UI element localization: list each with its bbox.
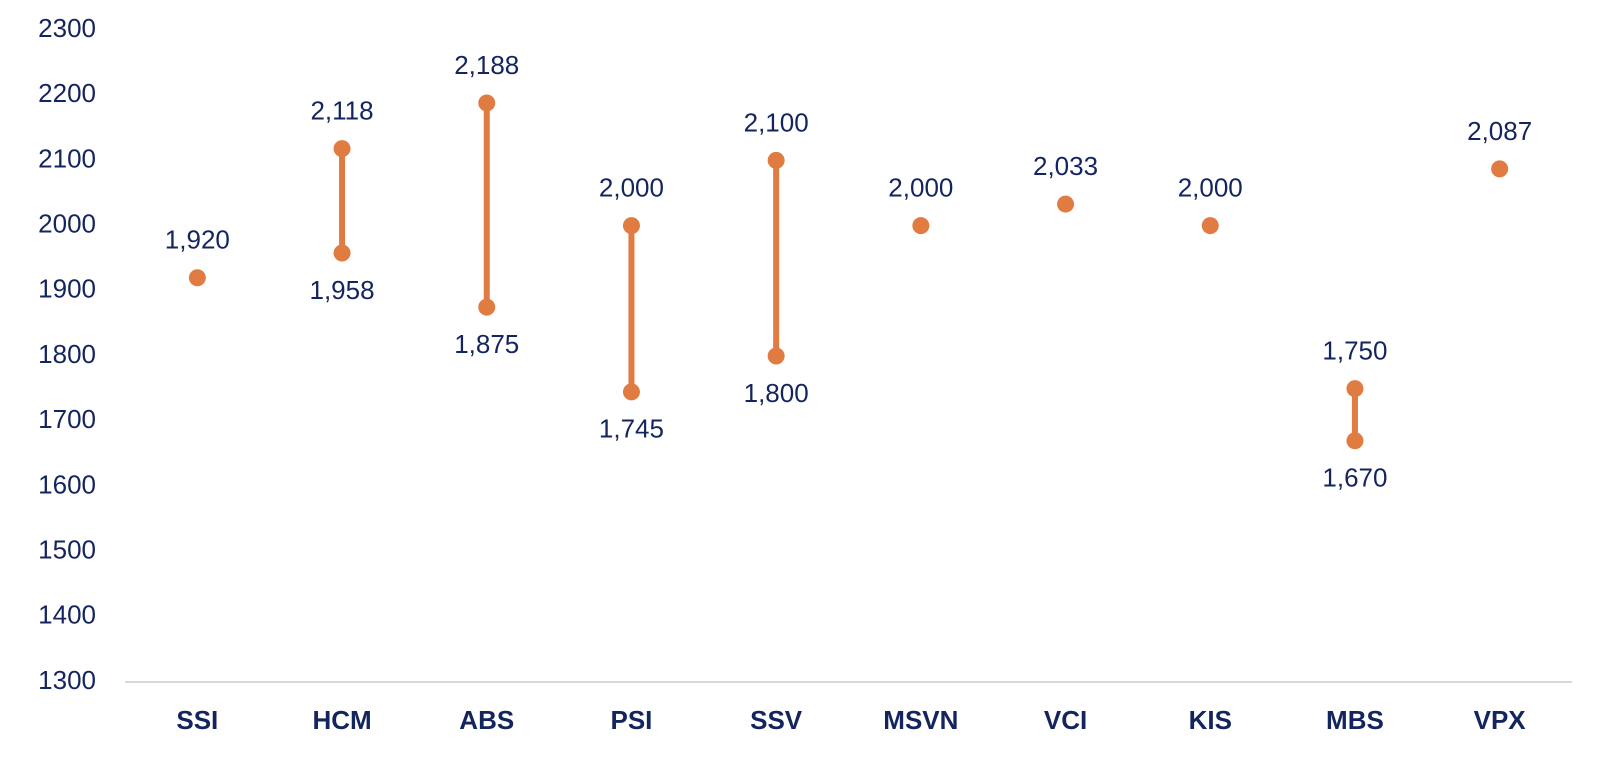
x-tick-label: VPX — [1474, 705, 1527, 735]
value-label: 2,000 — [1178, 172, 1243, 202]
value-label: 1,800 — [744, 378, 809, 408]
point-high — [622, 217, 640, 235]
x-tick-label: KIS — [1189, 705, 1232, 735]
x-tick-label: MBS — [1326, 705, 1384, 735]
x-tick-label: MSVN — [883, 705, 958, 735]
point-low — [478, 298, 496, 316]
x-tick-label: SSV — [750, 705, 803, 735]
y-tick-label: 1700 — [38, 404, 96, 434]
point-high — [1346, 380, 1364, 398]
point-high — [1491, 160, 1509, 178]
value-label: 2,000 — [599, 172, 664, 202]
value-label: 1,920 — [165, 225, 230, 255]
point-high — [1201, 217, 1219, 235]
value-label: 2,033 — [1033, 151, 1098, 181]
value-label: 2,188 — [454, 50, 519, 80]
y-tick-label: 1400 — [38, 600, 96, 630]
point-high — [478, 94, 496, 112]
y-tick-label: 1900 — [38, 274, 96, 304]
y-tick-label: 2100 — [38, 143, 96, 173]
value-label: 2,000 — [888, 172, 953, 202]
y-tick-label: 2300 — [38, 13, 96, 43]
point-high — [188, 269, 206, 287]
value-label: 2,118 — [310, 96, 373, 126]
x-tick-label: VCI — [1044, 705, 1087, 735]
y-tick-label: 1800 — [38, 339, 96, 369]
point-high — [912, 217, 930, 235]
value-label: 1,670 — [1322, 463, 1387, 493]
point-high — [1057, 195, 1075, 213]
x-tick-label: HCM — [312, 705, 371, 735]
point-high — [333, 140, 351, 158]
y-tick-label: 1500 — [38, 534, 96, 564]
point-low — [333, 244, 351, 262]
y-tick-label: 2200 — [38, 78, 96, 108]
x-tick-label: PSI — [610, 705, 652, 735]
value-label: 2,087 — [1467, 116, 1532, 146]
value-label: 2,100 — [744, 107, 809, 137]
value-label: 1,750 — [1322, 335, 1387, 365]
x-tick-label: SSI — [176, 705, 218, 735]
point-high — [767, 151, 785, 169]
value-label: 1,875 — [454, 329, 519, 359]
value-label: 1,958 — [310, 275, 375, 305]
x-tick-label: ABS — [459, 705, 514, 735]
y-tick-label: 1300 — [38, 665, 96, 695]
point-low — [1346, 432, 1364, 450]
y-tick-label: 1600 — [38, 469, 96, 499]
point-low — [767, 347, 785, 365]
value-label: 1,745 — [599, 414, 664, 444]
point-low — [622, 383, 640, 401]
y-tick-label: 2000 — [38, 208, 96, 238]
